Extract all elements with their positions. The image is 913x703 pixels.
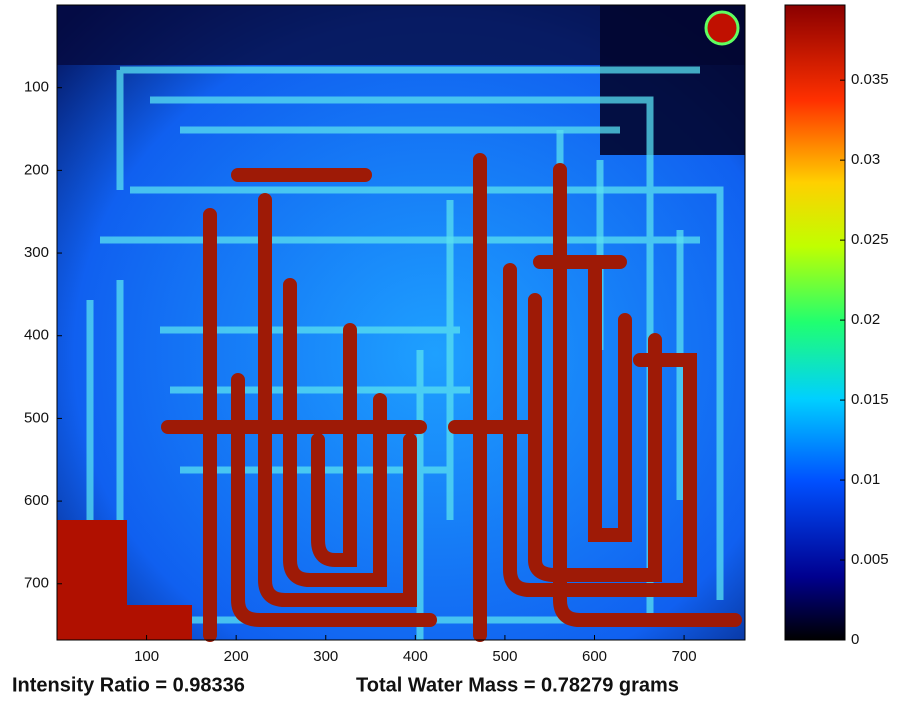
colorbar-tick-label: 0.01 (851, 471, 880, 488)
colorbar-tick-label: 0.025 (851, 231, 889, 248)
colorbar-tick-label: 0.02 (851, 311, 880, 328)
heatmap-image (57, 5, 745, 640)
x-tick-label: 200 (224, 648, 249, 665)
x-tick-label: 700 (672, 648, 697, 665)
y-tick-label: 700 (24, 575, 49, 592)
colorbar-tick-label: 0 (851, 631, 859, 648)
colorbar-tick-label: 0.015 (851, 391, 889, 408)
colorbar-tick-label: 0.035 (851, 71, 889, 88)
y-tick-label: 200 (24, 161, 49, 178)
x-tick-label: 600 (582, 648, 607, 665)
x-tick-label: 500 (492, 648, 517, 665)
intensity-ratio: Intensity Ratio = 0.98336 (12, 674, 245, 696)
y-tick-label: 300 (24, 244, 49, 261)
y-tick-label: 600 (24, 492, 49, 509)
x-tick-label: 300 (313, 648, 338, 665)
y-tick-label: 500 (24, 409, 49, 426)
colorbar-tick-label: 0.03 (851, 151, 880, 168)
x-tick-label: 400 (403, 648, 428, 665)
water-mass: Total Water Mass = 0.78279 grams (356, 674, 679, 696)
chart: Intensity Ratio = 0.98336 Total Water Ma… (0, 0, 913, 698)
colorbar-tick-label: 0.005 (851, 551, 889, 568)
x-tick-label: 100 (134, 648, 159, 665)
y-tick-label: 100 (24, 79, 49, 96)
y-tick-label: 400 (24, 327, 49, 344)
colorbar (785, 5, 845, 640)
